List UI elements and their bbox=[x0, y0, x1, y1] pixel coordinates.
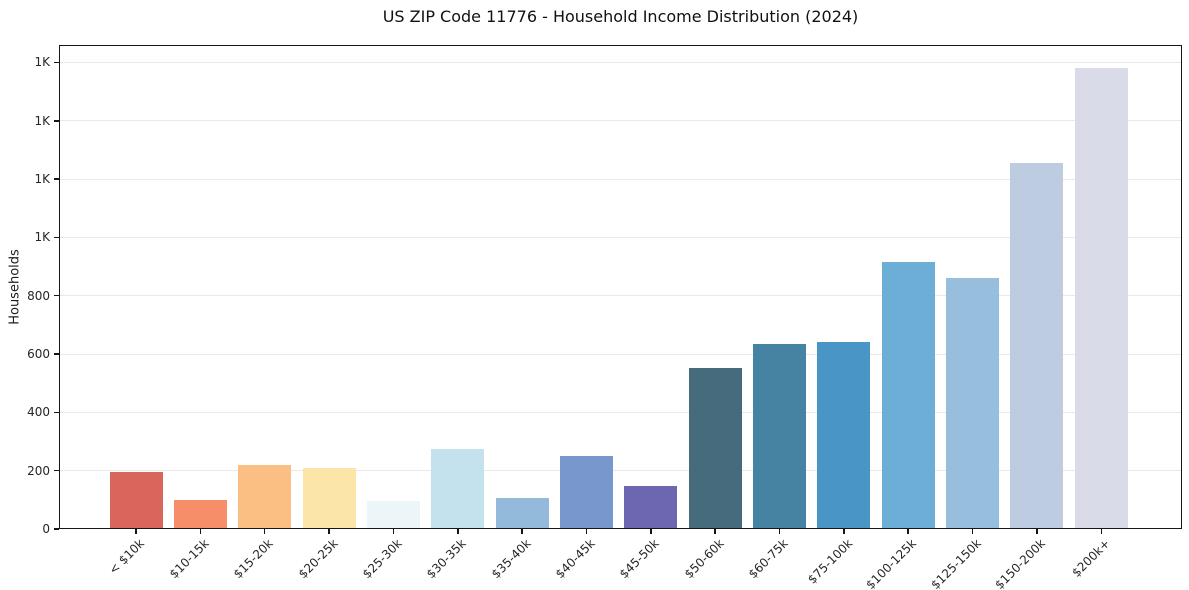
bar-12 bbox=[817, 341, 871, 529]
bar-13 bbox=[881, 261, 935, 529]
x-tick-mark bbox=[1036, 529, 1038, 534]
gridline bbox=[59, 120, 1182, 122]
x-tick-label: $20-25k bbox=[295, 536, 341, 582]
x-tick-label: $15-20k bbox=[231, 536, 276, 582]
x-tick-label: $25-30k bbox=[359, 536, 405, 582]
y-tick-label: 400 bbox=[27, 405, 50, 420]
bar-7 bbox=[495, 497, 549, 529]
gridline bbox=[59, 61, 1182, 63]
x-tick-label: $30-35k bbox=[424, 536, 469, 582]
gridline bbox=[59, 236, 1182, 238]
y-tick-mark bbox=[54, 353, 59, 355]
y-tick-label: 200 bbox=[27, 463, 50, 478]
y-axis-label: Households bbox=[7, 249, 23, 325]
y-tick-label: 0 bbox=[42, 522, 50, 536]
bar-2 bbox=[173, 499, 227, 529]
x-tick-mark bbox=[1100, 529, 1102, 534]
x-tick-label: $50-60k bbox=[681, 536, 727, 582]
bar-9 bbox=[624, 486, 678, 529]
x-tick-mark bbox=[457, 529, 459, 534]
y-tick-label: 800 bbox=[27, 288, 50, 303]
gridline bbox=[59, 295, 1182, 297]
gridline bbox=[59, 470, 1182, 472]
x-tick-label: $35-40k bbox=[488, 536, 534, 582]
x-tick-label: $75-100k bbox=[804, 536, 856, 587]
x-tick-label: $150-200k bbox=[992, 536, 1049, 590]
x-tick-label: $60-75k bbox=[745, 536, 791, 582]
bar-4 bbox=[302, 468, 356, 529]
x-tick-mark bbox=[135, 529, 137, 534]
bar-10 bbox=[688, 368, 742, 529]
chart-title: US ZIP Code 11776 - Household Income Dis… bbox=[382, 7, 859, 26]
x-tick-label: $10-15k bbox=[166, 536, 212, 582]
x-tick-label: $200k+ bbox=[1068, 536, 1113, 580]
bar-8 bbox=[559, 456, 613, 529]
gridline bbox=[59, 411, 1182, 413]
y-tick-mark bbox=[54, 528, 59, 530]
bar-16 bbox=[1074, 68, 1128, 529]
x-tick-label: $45-50k bbox=[617, 536, 663, 582]
x-tick-mark bbox=[392, 529, 395, 534]
y-tick-mark bbox=[54, 236, 59, 239]
x-tick-label: $125-150k bbox=[928, 536, 984, 590]
y-tick-mark bbox=[54, 411, 59, 414]
y-tick-label: 1K bbox=[34, 113, 50, 128]
y-tick-mark bbox=[54, 61, 59, 64]
y-tick-mark bbox=[54, 178, 59, 180]
bar-11 bbox=[753, 343, 806, 529]
x-tick-mark bbox=[907, 529, 909, 534]
bar-3 bbox=[238, 465, 292, 529]
x-tick-mark bbox=[585, 529, 588, 534]
gridline bbox=[59, 178, 1182, 180]
y-tick-mark bbox=[54, 120, 59, 122]
x-tick-mark bbox=[778, 529, 781, 534]
x-tick-mark bbox=[971, 529, 974, 534]
x-tick-mark bbox=[714, 529, 716, 534]
x-tick-label: < $10k bbox=[106, 536, 148, 578]
y-tick-mark bbox=[54, 294, 59, 297]
x-tick-mark bbox=[521, 529, 523, 534]
x-tick-mark bbox=[199, 529, 202, 534]
y-tick-label: 1K bbox=[34, 230, 50, 245]
x-tick-mark bbox=[328, 529, 330, 534]
x-tick-mark bbox=[650, 529, 652, 534]
y-tick-label: 600 bbox=[27, 347, 50, 362]
bar-5 bbox=[366, 500, 420, 529]
x-tick-mark bbox=[843, 529, 845, 534]
bar-15 bbox=[1010, 162, 1064, 529]
bar-1 bbox=[109, 472, 163, 529]
gridline bbox=[59, 353, 1182, 355]
plot-area bbox=[59, 45, 1182, 529]
x-tick-label: $40-45k bbox=[552, 536, 598, 582]
y-tick-label: 1K bbox=[34, 172, 50, 187]
x-tick-mark bbox=[263, 529, 266, 534]
bar-6 bbox=[431, 448, 485, 529]
y-tick-mark bbox=[54, 469, 59, 472]
x-tick-label: $100-125k bbox=[863, 536, 920, 590]
bar-14 bbox=[946, 277, 1000, 529]
y-tick-label: 1K bbox=[34, 55, 50, 70]
